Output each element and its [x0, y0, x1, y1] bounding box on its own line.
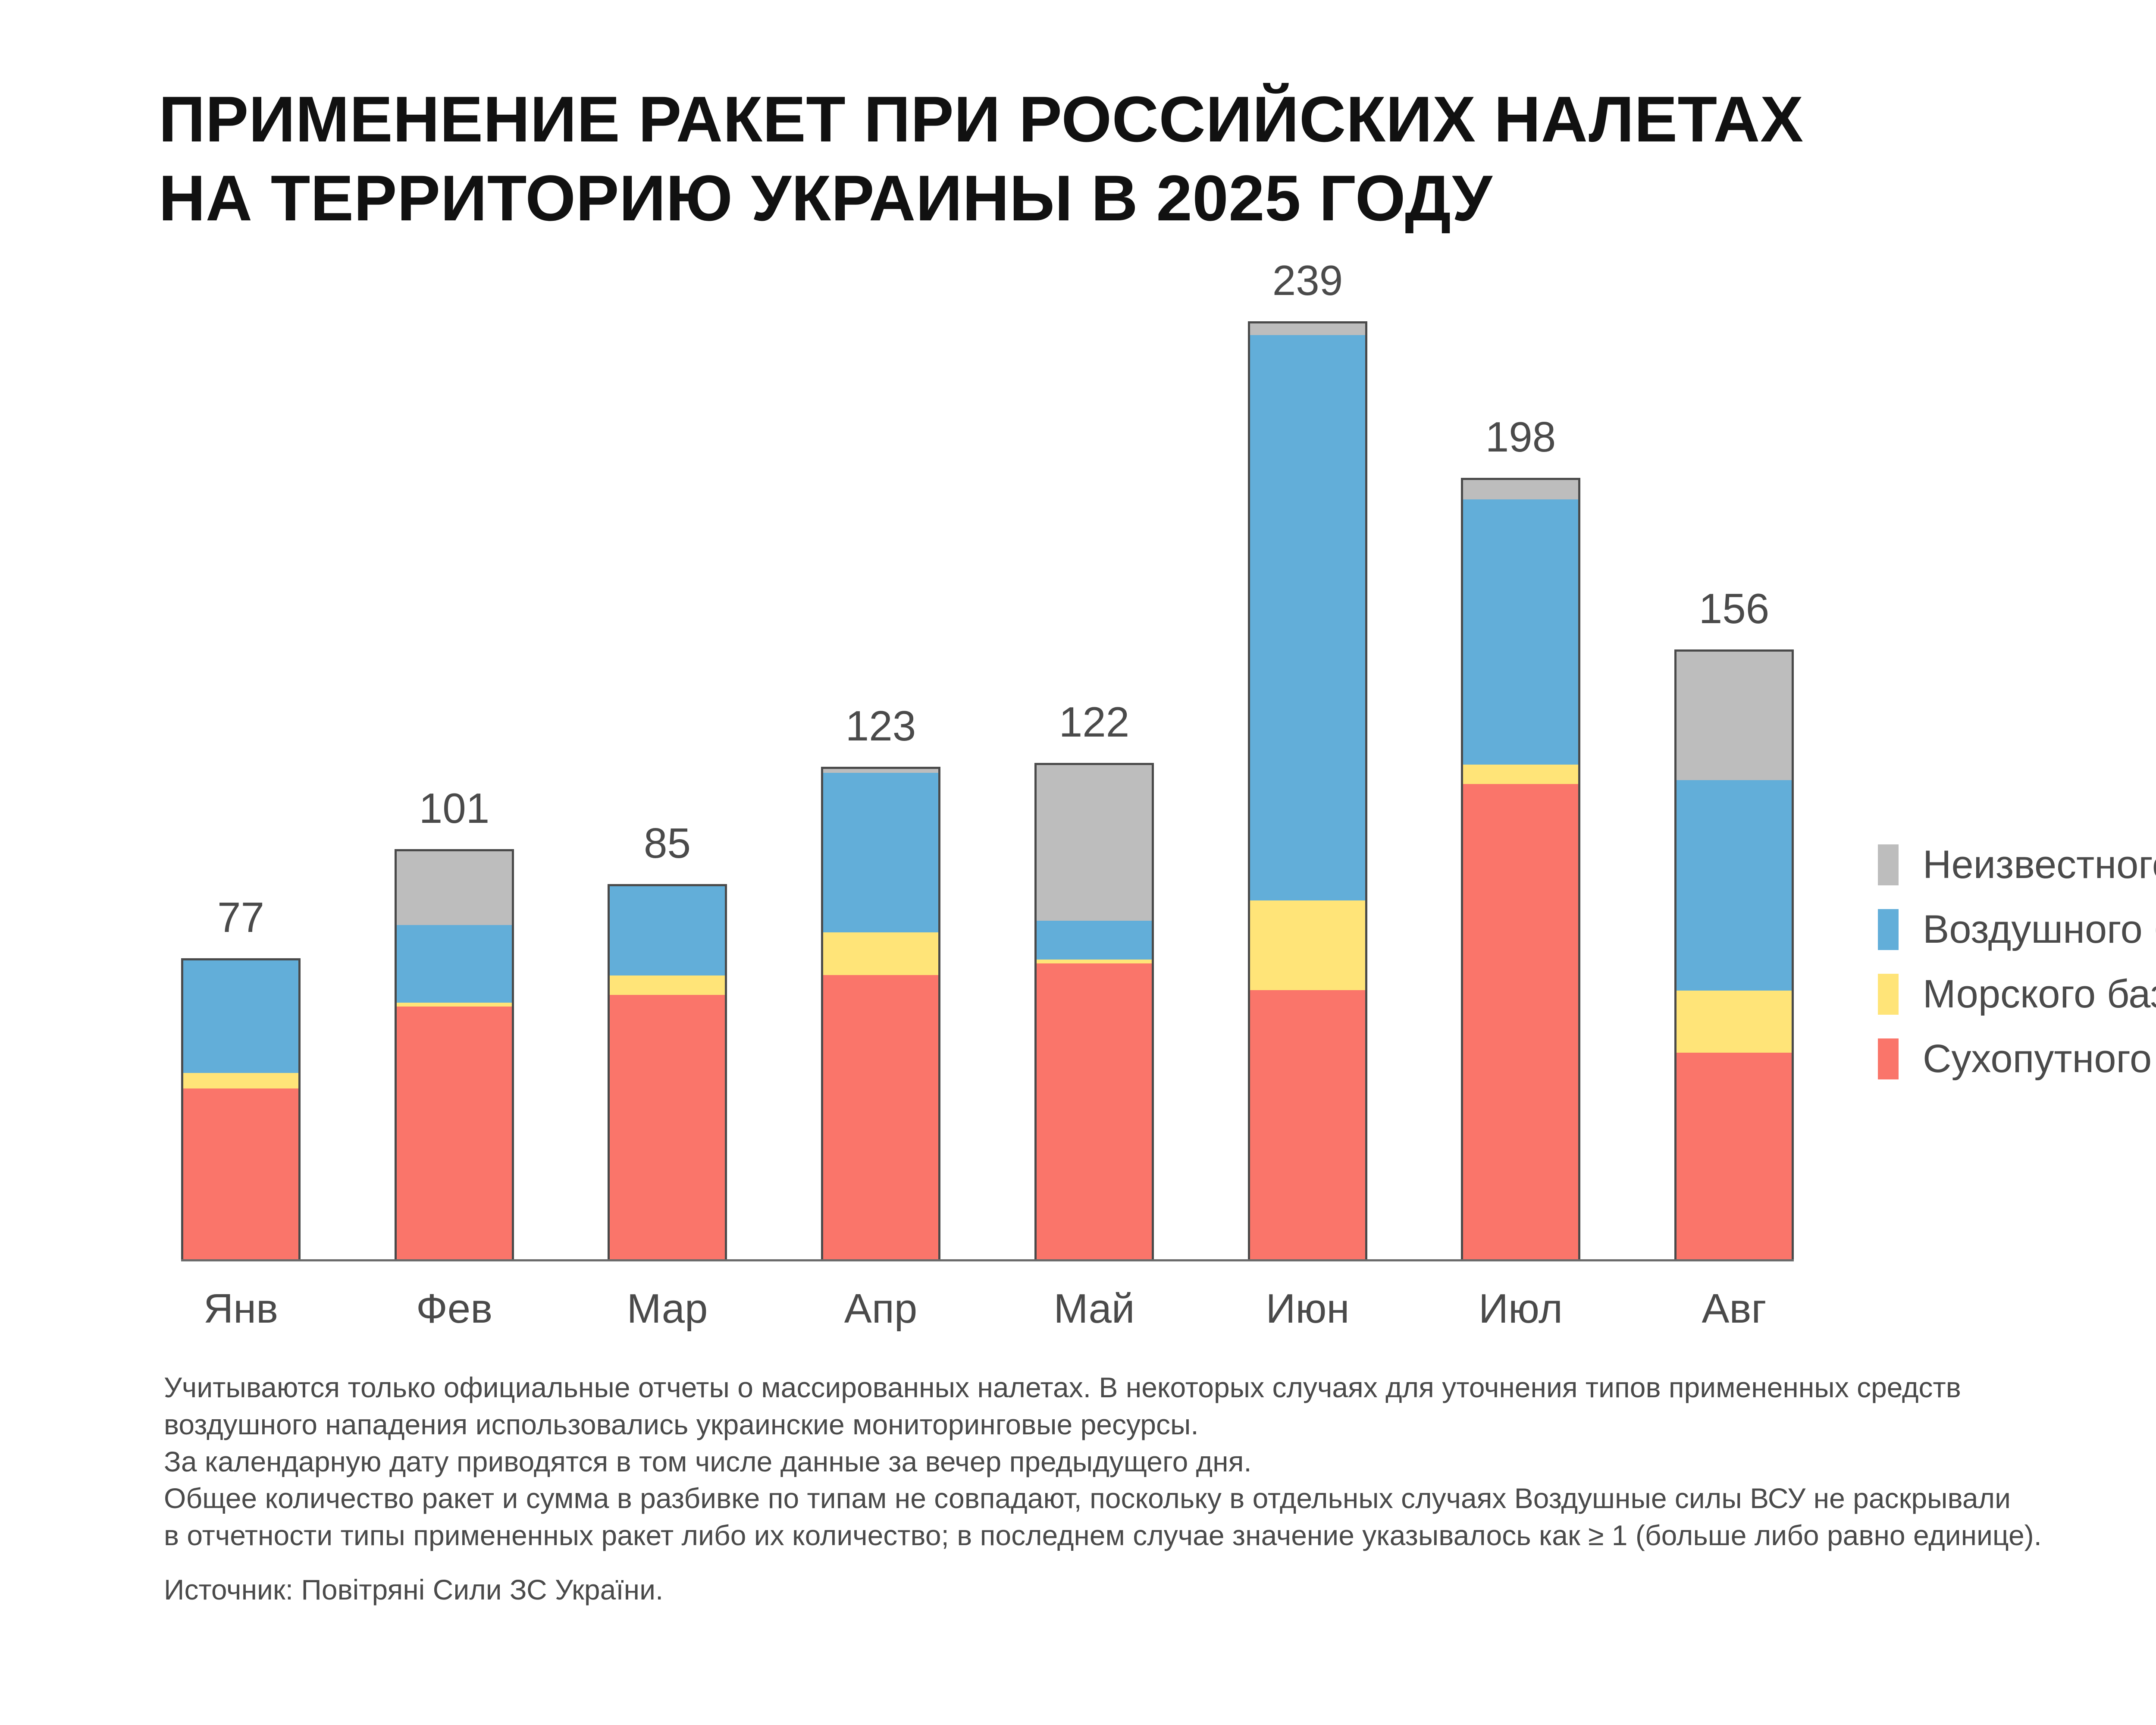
legend-item[interactable]: Неизвестного типа — [1878, 832, 2156, 897]
legend-swatch-icon — [1878, 973, 1899, 1015]
footnotes: Учитываются только официальные отчеты о … — [164, 1369, 2156, 1609]
x-axis-tick-label: Июл — [1479, 1286, 1563, 1332]
bar-segment[interactable] — [1037, 765, 1152, 921]
bar-segment[interactable] — [1463, 480, 1578, 500]
x-axis-tick-label: Фев — [416, 1286, 493, 1332]
bar-column[interactable]: 123 Апр — [821, 702, 940, 1332]
legend-item[interactable]: Морского базирования — [1878, 962, 2156, 1026]
bar-segment[interactable] — [183, 1088, 298, 1259]
bar-segment[interactable] — [610, 995, 725, 1259]
stacked-bar[interactable] — [395, 849, 514, 1260]
bar-segment[interactable] — [397, 1003, 512, 1007]
bar-column[interactable]: 156 Авг — [1674, 585, 1794, 1332]
bar-segment[interactable] — [1677, 780, 1792, 991]
note-line-2: воздушного нападения использовались укра… — [164, 1408, 1199, 1440]
stacked-bar[interactable] — [1461, 478, 1580, 1259]
bar-segment[interactable] — [183, 960, 298, 1073]
bar-total-label: 123 — [845, 702, 916, 750]
bar-segment[interactable] — [183, 1073, 298, 1088]
bar-segment[interactable] — [1677, 652, 1792, 781]
legend-label: Сухопутного базирования — [1923, 1036, 2156, 1081]
bar-total-label: 198 — [1485, 413, 1556, 461]
legend-swatch-icon — [1878, 909, 1899, 950]
note-line-1: Учитываются только официальные отчеты о … — [164, 1371, 1961, 1403]
bar-segment[interactable] — [1037, 960, 1152, 964]
x-axis-tick-label: Мар — [627, 1286, 708, 1332]
stacked-bar[interactable] — [821, 767, 940, 1259]
legend-item[interactable]: Воздушного базирования — [1878, 897, 2156, 962]
x-axis-tick-label: Май — [1053, 1286, 1135, 1332]
note-line-3: За календарную дату приводятся в том чис… — [164, 1445, 1252, 1477]
bar-segment[interactable] — [1037, 963, 1152, 1259]
bar-segment[interactable] — [823, 975, 938, 1259]
bar-segment[interactable] — [1677, 990, 1792, 1053]
bar-column[interactable]: 101 Фев — [395, 784, 514, 1332]
bar-column[interactable]: 77 Янв — [181, 894, 301, 1332]
bar-segment[interactable] — [823, 932, 938, 975]
bar-segment[interactable] — [1037, 920, 1152, 960]
chart: 77 Янв 101 Фев 85 Мар 123 Апр 122 Май 239 Июн 198 Июл… — [181, 257, 2156, 1332]
bar-segment[interactable] — [1250, 323, 1365, 336]
bar-segment[interactable] — [397, 925, 512, 1003]
chart-legend: Неизвестного типа Воздушного базирования М… — [1878, 832, 2156, 1091]
bar-total-label: 122 — [1059, 698, 1130, 746]
legend-swatch-icon — [1878, 844, 1899, 885]
stacked-bar[interactable] — [181, 958, 301, 1259]
bar-segment[interactable] — [1250, 335, 1365, 901]
bar-column[interactable]: 239 Июн — [1248, 257, 1367, 1332]
x-axis-tick-label: Авг — [1702, 1286, 1767, 1332]
stacked-bar[interactable] — [1674, 649, 1794, 1260]
stacked-bar[interactable] — [1248, 321, 1367, 1259]
bar-segment[interactable] — [610, 886, 725, 976]
legend-item[interactable]: Сухопутного базирования — [1878, 1026, 2156, 1091]
bar-segment[interactable] — [823, 769, 938, 773]
bar-total-label: 77 — [217, 894, 265, 941]
bar-total-label: 156 — [1698, 585, 1770, 632]
bar-total-label: 239 — [1272, 257, 1343, 304]
bar-segment[interactable] — [397, 851, 512, 925]
plot-area: 77 Янв 101 Фев 85 Мар 123 Апр 122 Май 239 Июн 198 Июл… — [181, 257, 1794, 1332]
bar-column[interactable]: 198 Июл — [1461, 413, 1580, 1332]
bar-segment[interactable] — [1250, 990, 1365, 1259]
x-axis-tick-label: Янв — [203, 1286, 279, 1332]
legend-label: Воздушного базирования — [1923, 907, 2156, 951]
bar-segment[interactable] — [823, 773, 938, 932]
bar-column[interactable]: 122 Май — [1034, 698, 1154, 1332]
legend-label: Морского базирования — [1923, 972, 2156, 1016]
x-axis-line — [181, 1259, 1794, 1261]
bar-total-label: 85 — [643, 819, 691, 867]
bar-segment[interactable] — [1677, 1053, 1792, 1260]
header: ПРИМЕНЕНИЕ РАКЕТ ПРИ РОССИЙСКИХ НАЛЕТАХ … — [0, 0, 2156, 276]
bar-segment[interactable] — [397, 1007, 512, 1260]
x-axis-tick-label: Апр — [844, 1286, 918, 1332]
note-line-5: в отчетности типы примененных ракет либо… — [164, 1519, 2042, 1552]
bar-segment[interactable] — [1463, 764, 1578, 784]
bar-segment[interactable] — [1250, 900, 1365, 991]
source-line: Источник: Повітряні Сили ЗС України. — [164, 1573, 664, 1606]
bar-segment[interactable] — [1463, 499, 1578, 765]
bar-total-label: 101 — [419, 784, 490, 832]
stacked-bar[interactable] — [1034, 763, 1154, 1259]
bar-column[interactable]: 85 Мар — [608, 819, 727, 1332]
note-line-4: Общее количество ракет и сумма в разбивк… — [164, 1482, 2011, 1515]
title-line-2: НА ТЕРРИТОРИЮ УКРАИНЫ В 2025 ГОДУ — [159, 162, 1493, 234]
legend-label: Неизвестного типа — [1923, 842, 2156, 887]
bar-segment[interactable] — [610, 975, 725, 995]
legend-swatch-icon — [1878, 1038, 1899, 1079]
title-line-1: ПРИМЕНЕНИЕ РАКЕТ ПРИ РОССИЙСКИХ НАЛЕТАХ — [159, 83, 1804, 155]
page-title: ПРИМЕНЕНИЕ РАКЕТ ПРИ РОССИЙСКИХ НАЛЕТАХ … — [159, 80, 2056, 238]
x-axis-tick-label: Июн — [1266, 1286, 1350, 1332]
bar-segment[interactable] — [1463, 784, 1578, 1259]
stacked-bar[interactable] — [608, 884, 727, 1259]
